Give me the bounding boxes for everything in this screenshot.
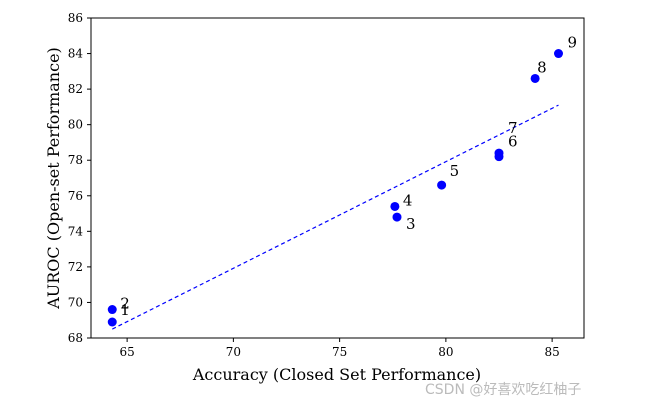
point-label: 1 xyxy=(120,301,130,319)
x-tick-label: 80 xyxy=(438,345,453,359)
data-point xyxy=(437,180,447,190)
plot-frame xyxy=(90,17,585,339)
point-label: 8 xyxy=(537,58,547,76)
y-tick-label: 72 xyxy=(68,260,83,274)
watermark: CSDN @好喜欢吃红柚子 xyxy=(425,382,582,398)
data-point xyxy=(554,49,563,59)
x-tick-label: 75 xyxy=(332,345,347,359)
y-tick-label: 84 xyxy=(68,47,84,61)
x-tick-label: 70 xyxy=(226,345,241,359)
y-tick-label: 74 xyxy=(68,224,84,238)
y-tick-label: 82 xyxy=(68,82,83,96)
x-axis-label: Accuracy (Closed Set Performance) xyxy=(192,365,481,384)
point-label: 6 xyxy=(508,133,518,151)
point-label: 9 xyxy=(568,34,578,52)
data-point xyxy=(107,305,117,315)
x-tick-label: 85 xyxy=(544,345,559,359)
point-label: 3 xyxy=(406,215,416,233)
data-point xyxy=(530,73,540,83)
x-tick-label: 65 xyxy=(119,345,134,359)
y-tick-label: 70 xyxy=(68,295,83,309)
y-tick-label: 68 xyxy=(68,331,83,345)
y-tick-label: 86 xyxy=(68,11,83,25)
y-tick-label: 76 xyxy=(68,189,83,203)
data-point xyxy=(494,148,504,158)
y-axis-label: AUROC (Open-set Performance) xyxy=(44,47,63,310)
point-label: 2 xyxy=(120,295,130,313)
point-label: 4 xyxy=(403,191,413,209)
data-point xyxy=(107,317,117,327)
y-tick-label: 80 xyxy=(68,118,83,132)
data-point xyxy=(390,201,400,211)
trend-line xyxy=(111,104,559,330)
data-point xyxy=(392,212,402,222)
y-tick-label: 78 xyxy=(68,153,83,167)
point-label: 5 xyxy=(450,162,460,180)
point-label: 7 xyxy=(508,119,518,137)
